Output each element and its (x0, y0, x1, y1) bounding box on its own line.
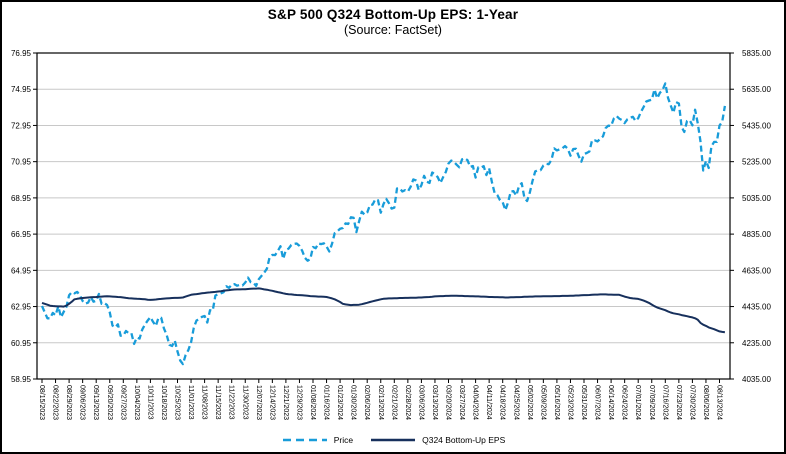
left-axis-tick-label: 62.95 (11, 303, 32, 312)
x-axis-tick-label: 05/09/2024 (539, 385, 546, 420)
x-axis-tick-label: 09/20/2023 (106, 385, 113, 420)
x-axis-tick-label: 08/13/2024 (716, 385, 723, 420)
x-axis-tick-label: 01/16/2024 (323, 385, 330, 420)
x-axis-tick-label: 12/21/2023 (282, 385, 289, 420)
x-axis-tick-label: 02/13/2024 (377, 385, 384, 420)
x-axis-tick-label: 12/07/2023 (255, 385, 262, 420)
right-axis-tick-label: 4635.00 (742, 266, 771, 275)
right-axis-tick-label: 4035.00 (742, 375, 771, 384)
right-axis-tick-label: 4835.00 (742, 230, 771, 239)
x-axis-tick-label: 01/30/2024 (350, 385, 357, 420)
x-axis-tick-label: 02/21/2024 (390, 385, 397, 420)
x-axis-tick-label: 10/25/2023 (174, 385, 181, 420)
x-axis-tick-label: 05/02/2024 (526, 385, 533, 420)
x-axis-tick-label: 10/11/2023 (146, 385, 153, 420)
right-axis-tick-label: 5435.00 (742, 121, 771, 130)
x-axis-tick-label: 10/04/2023 (133, 385, 140, 420)
right-axis-tick-label: 5835.00 (742, 49, 771, 58)
left-axis-tick-label: 74.95 (11, 85, 32, 94)
left-axis-tick-label: 64.95 (11, 266, 32, 275)
price-line-swatch-icon (282, 438, 327, 442)
right-axis-tick-label: 4435.00 (742, 303, 771, 312)
x-axis-tick-label: 03/27/2024 (458, 385, 465, 420)
x-axis-tick-label: 06/14/2024 (607, 385, 614, 420)
x-axis-tick-label: 11/22/2023 (228, 385, 235, 420)
legend-item-price: Price (281, 435, 353, 445)
left-axis-tick-label: 68.95 (11, 194, 32, 203)
x-axis-tick-label: 05/23/2024 (566, 385, 573, 420)
x-axis-tick-label: 09/06/2023 (79, 385, 86, 420)
price-line (40, 82, 727, 366)
x-axis-tick-label: 12/14/2023 (268, 385, 275, 420)
x-axis-tick-label: 07/01/2024 (634, 385, 641, 420)
chart-subtitle: (Source: FactSet) (344, 23, 442, 37)
left-axis-tick-label: 60.95 (11, 339, 32, 348)
right-axis-tick-label: 5235.00 (742, 158, 771, 167)
plot-border (36, 52, 731, 380)
x-axis-tick-label: 09/13/2023 (92, 385, 99, 420)
right-axis-tick-label: 5635.00 (742, 85, 771, 94)
x-axis-tick-label: 03/13/2024 (431, 385, 438, 420)
x-axis-tick-label: 04/25/2024 (512, 385, 519, 420)
x-axis-tick-label: 08/06/2024 (702, 385, 709, 420)
x-axis-tick-label: 04/04/2024 (472, 385, 479, 420)
x-axis-tick-label: 08/22/2023 (52, 385, 59, 420)
x-axis-tick-label: 08/15/2023 (38, 385, 45, 420)
chart-legend: Price Q324 Bottom-Up EPS (2, 431, 784, 449)
x-axis-tick-label: 11/08/2023 (201, 385, 208, 420)
x-axis-tick-label: 06/07/2024 (594, 385, 601, 420)
x-axis-tick-label: 01/23/2024 (336, 385, 343, 420)
eps-line (41, 287, 726, 334)
x-axis-tick-label: 11/15/2023 (214, 385, 221, 420)
x-axis-tick-label: 07/09/2024 (648, 385, 655, 420)
x-axis-tick-label: 01/08/2024 (309, 385, 316, 420)
x-axis-tick-label: 04/11/2024 (485, 385, 492, 420)
right-axis-tick-label: 4235.00 (742, 339, 771, 348)
left-axis-tick-label: 66.95 (11, 230, 32, 239)
left-axis-tick-label: 72.95 (11, 121, 32, 130)
x-axis-tick-label: 03/20/2024 (445, 385, 452, 420)
left-axis-tick-label: 70.95 (11, 158, 32, 167)
chart-title: S&P 500 Q324 Bottom-Up EPS: 1-Year (267, 7, 519, 22)
x-axis-tick-label: 05/31/2024 (580, 385, 587, 420)
x-axis-tick-label: 07/16/2024 (661, 385, 668, 420)
x-axis-tick-label: 08/29/2023 (65, 385, 72, 420)
x-axis-tick-label: 07/23/2024 (675, 385, 682, 420)
x-axis-tick-label: 03/06/2024 (417, 385, 424, 420)
eps-line-swatch-icon (371, 438, 416, 442)
left-axis-tick-label: 58.95 (11, 375, 32, 384)
x-axis-tick-label: 10/18/2023 (160, 385, 167, 420)
x-axis-tick-label: 12/29/2023 (295, 385, 302, 420)
legend-label-eps: Q324 Bottom-Up EPS (422, 435, 506, 445)
legend-label-price: Price (333, 435, 354, 445)
x-axis-tick-label: 05/16/2024 (553, 385, 560, 420)
x-axis-tick-label: 11/30/2023 (241, 385, 248, 420)
x-axis-tick-label: 02/06/2024 (363, 385, 370, 420)
x-axis-tick-label: 06/24/2024 (621, 385, 628, 420)
x-axis-tick-label: 07/30/2024 (688, 385, 695, 420)
x-axis-tick-label: 04/18/2024 (499, 385, 506, 420)
x-axis-tick-label: 09/27/2023 (119, 385, 126, 420)
right-axis-tick-label: 5035.00 (742, 194, 771, 203)
left-axis-tick-label: 76.95 (11, 49, 32, 58)
x-axis-tick-label: 11/01/2023 (187, 385, 194, 420)
legend-item-eps: Q324 Bottom-Up EPS (369, 435, 505, 445)
x-axis-tick-label: 02/28/2024 (404, 385, 411, 420)
